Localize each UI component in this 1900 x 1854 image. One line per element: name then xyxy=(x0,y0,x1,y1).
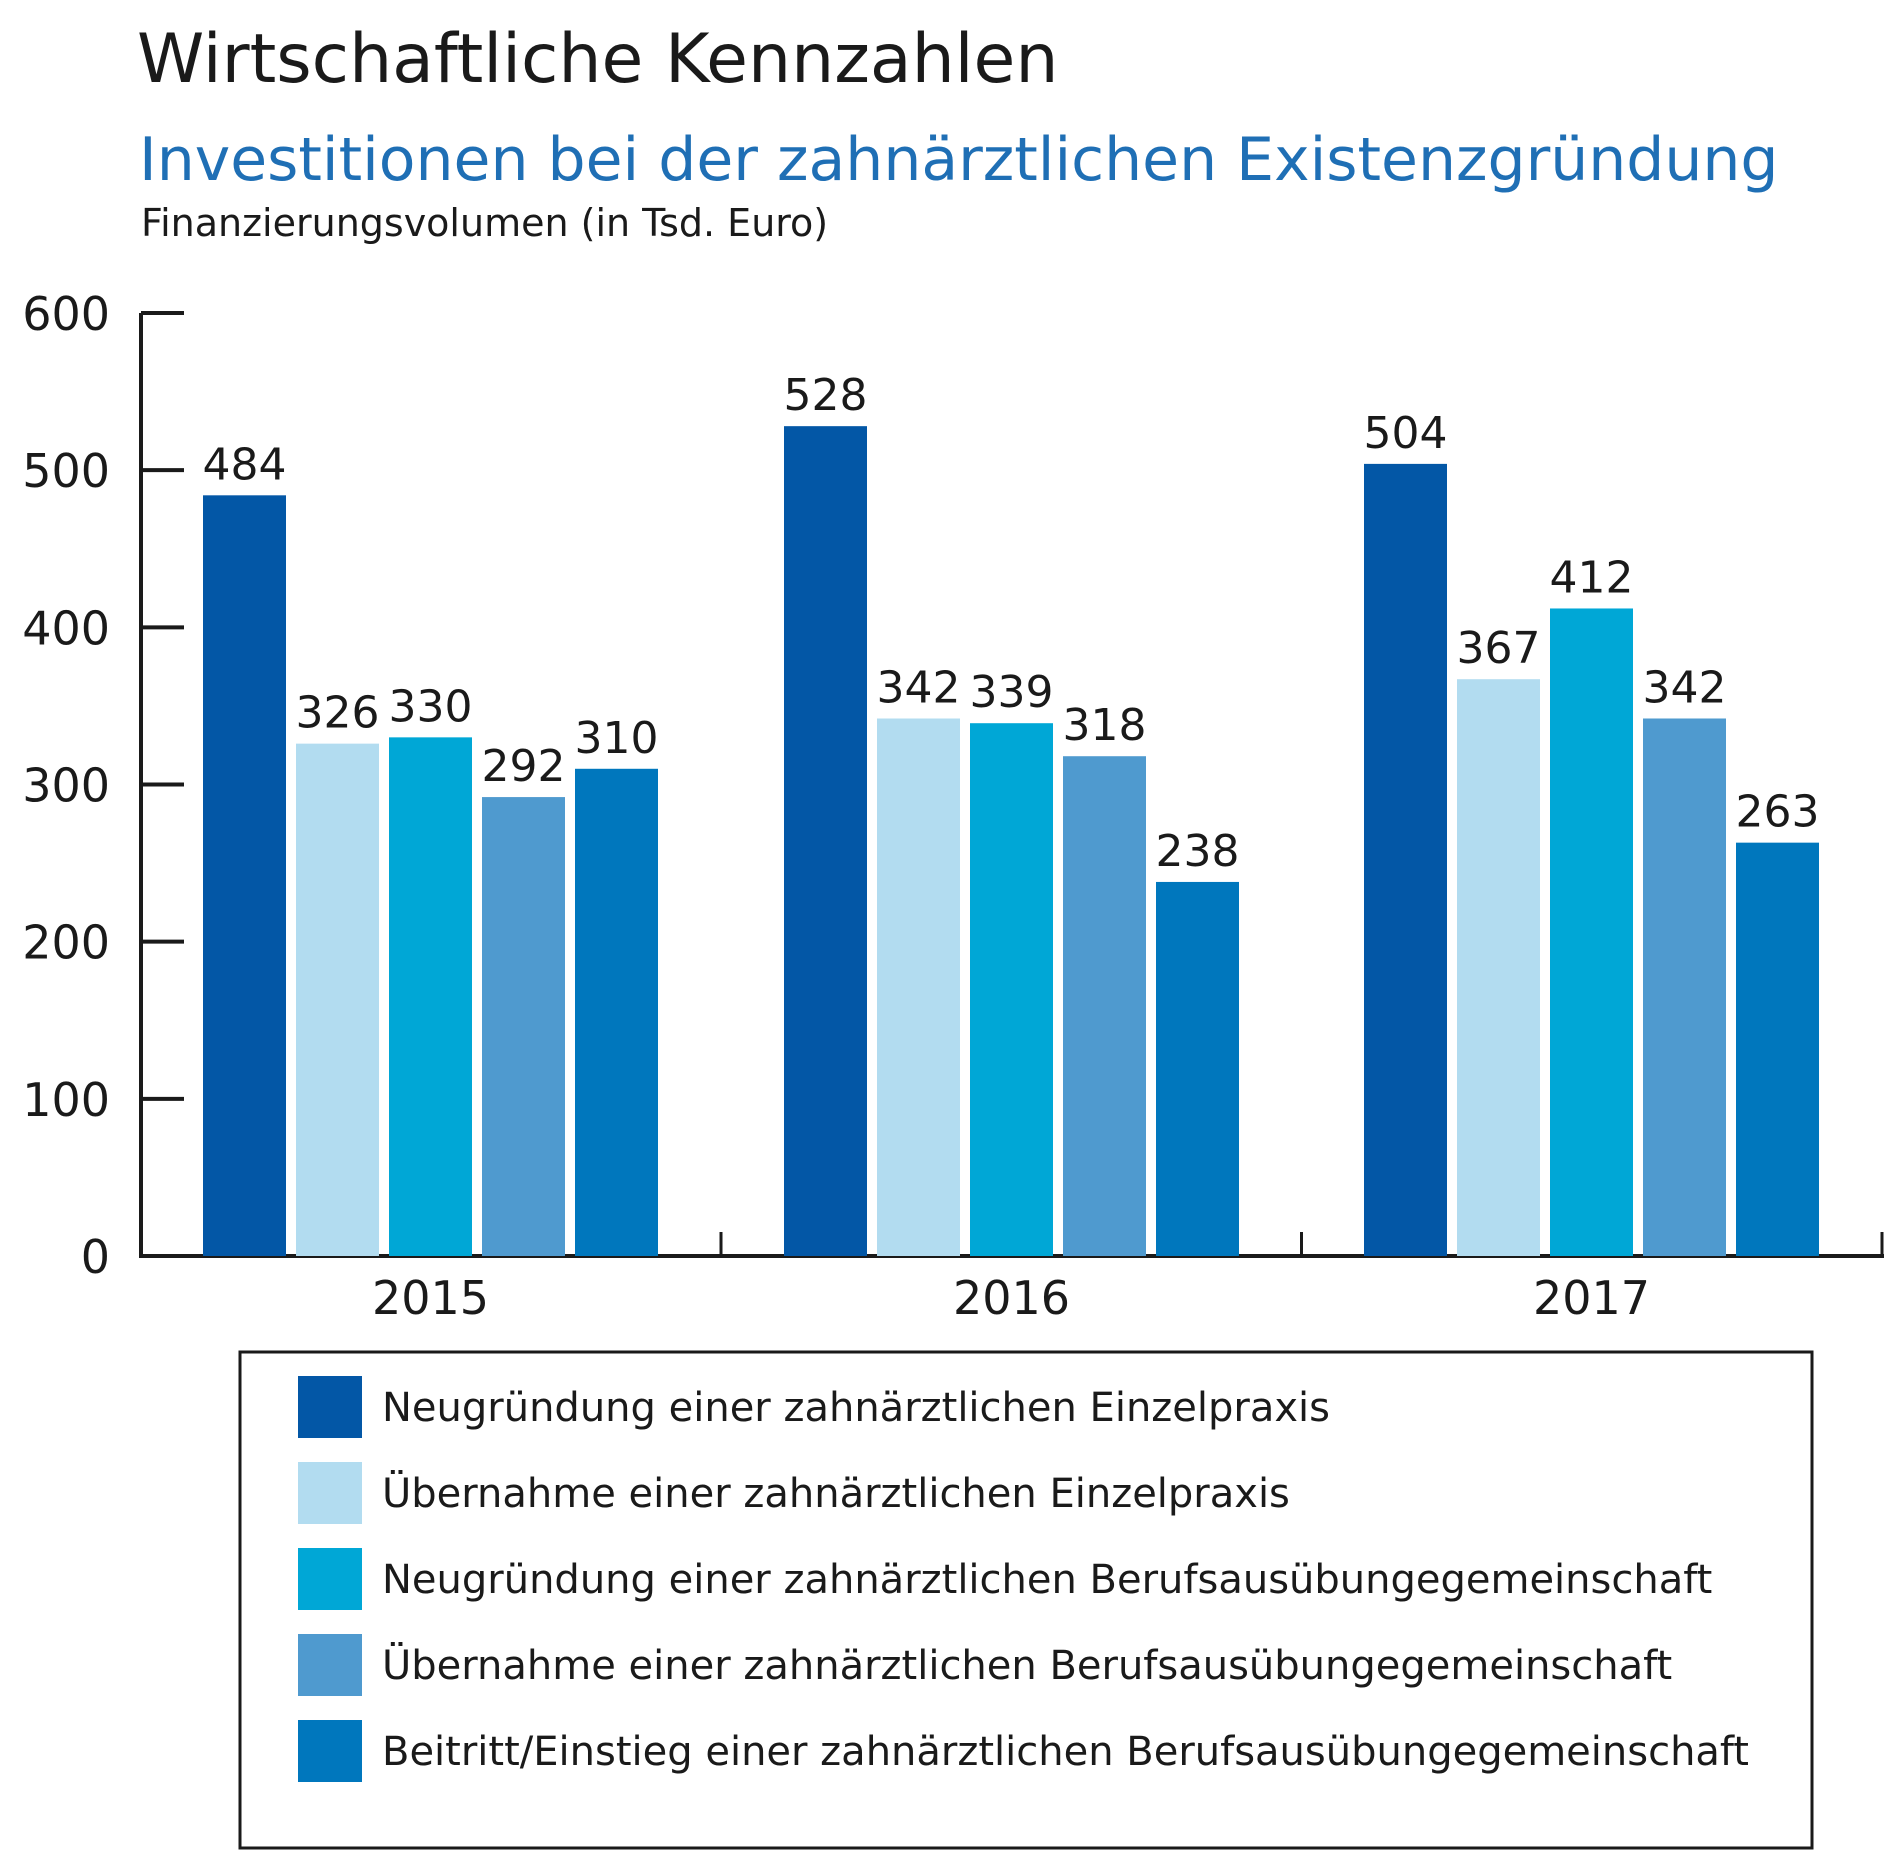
bar-value-label: 504 xyxy=(1364,408,1448,459)
bar-value-label: 367 xyxy=(1457,623,1541,674)
unit-label: Finanzierungsvolumen (in Tsd. Euro) xyxy=(141,201,828,245)
legend-label: Übernahme einer zahnärztlichen Einzelpra… xyxy=(382,1469,1290,1517)
legend-swatch xyxy=(298,1634,362,1696)
bar-value-label: 238 xyxy=(1156,826,1240,877)
bar xyxy=(389,737,472,1256)
bar-value-label: 342 xyxy=(877,662,961,713)
bar xyxy=(970,723,1053,1256)
bar-value-label: 484 xyxy=(203,439,287,490)
legend-swatch xyxy=(298,1548,362,1610)
x-tick-label: 2015 xyxy=(372,1271,489,1325)
bar-value-label: 528 xyxy=(784,370,868,421)
bar xyxy=(1156,881,1239,1256)
legend-frame xyxy=(238,1350,1814,1850)
bar xyxy=(1364,463,1447,1256)
y-tick-label: 200 xyxy=(22,916,110,970)
legend-swatch xyxy=(298,1376,362,1438)
y-tick-label: 100 xyxy=(22,1073,110,1127)
bar xyxy=(1457,679,1540,1256)
y-tick-label: 0 xyxy=(81,1230,110,1284)
bar xyxy=(877,718,960,1256)
bar-value-label: 310 xyxy=(575,713,659,764)
legend: Neugründung einer zahnärztlichen Einzelp… xyxy=(238,1350,1814,1850)
bar xyxy=(575,768,658,1256)
legend-label: Beitritt/Einstieg einer zahnärztlichen B… xyxy=(382,1729,1749,1775)
bar-value-label: 318 xyxy=(1063,700,1147,751)
bar-value-label: 292 xyxy=(482,741,566,792)
bar xyxy=(203,495,286,1256)
bar xyxy=(1550,608,1633,1256)
bar xyxy=(784,426,867,1256)
x-tick-label: 2017 xyxy=(1533,1271,1650,1325)
legend-label: Übernahme einer zahnärztlichen Berufsaus… xyxy=(382,1641,1672,1689)
legend-label: Neugründung einer zahnärztlichen Einzelp… xyxy=(382,1385,1330,1431)
chart-title: Wirtschaftliche Kennzahlen xyxy=(137,20,1059,99)
bar-value-label: 342 xyxy=(1643,662,1727,713)
bar-value-label: 326 xyxy=(296,688,380,739)
bar xyxy=(1643,718,1726,1256)
bar xyxy=(1736,842,1819,1256)
legend-swatch xyxy=(298,1720,362,1782)
x-tick-label: 2016 xyxy=(953,1271,1070,1325)
bar-value-label: 330 xyxy=(389,681,473,732)
bar xyxy=(296,743,379,1256)
bar xyxy=(482,797,565,1256)
bar-value-label: 339 xyxy=(970,667,1054,718)
legend-label: Neugründung einer zahnärztlichen Berufsa… xyxy=(382,1557,1712,1603)
y-tick-label: 600 xyxy=(22,287,110,341)
bar-value-label: 263 xyxy=(1736,787,1820,838)
y-tick-label: 300 xyxy=(22,759,110,813)
y-tick-label: 500 xyxy=(22,444,110,498)
bar xyxy=(1063,756,1146,1256)
bar-value-label: 412 xyxy=(1550,552,1634,603)
chart-subtitle: Investitionen bei der zahnärztlichen Exi… xyxy=(139,125,1779,195)
y-tick-label: 400 xyxy=(22,601,110,655)
legend-swatch xyxy=(298,1462,362,1524)
